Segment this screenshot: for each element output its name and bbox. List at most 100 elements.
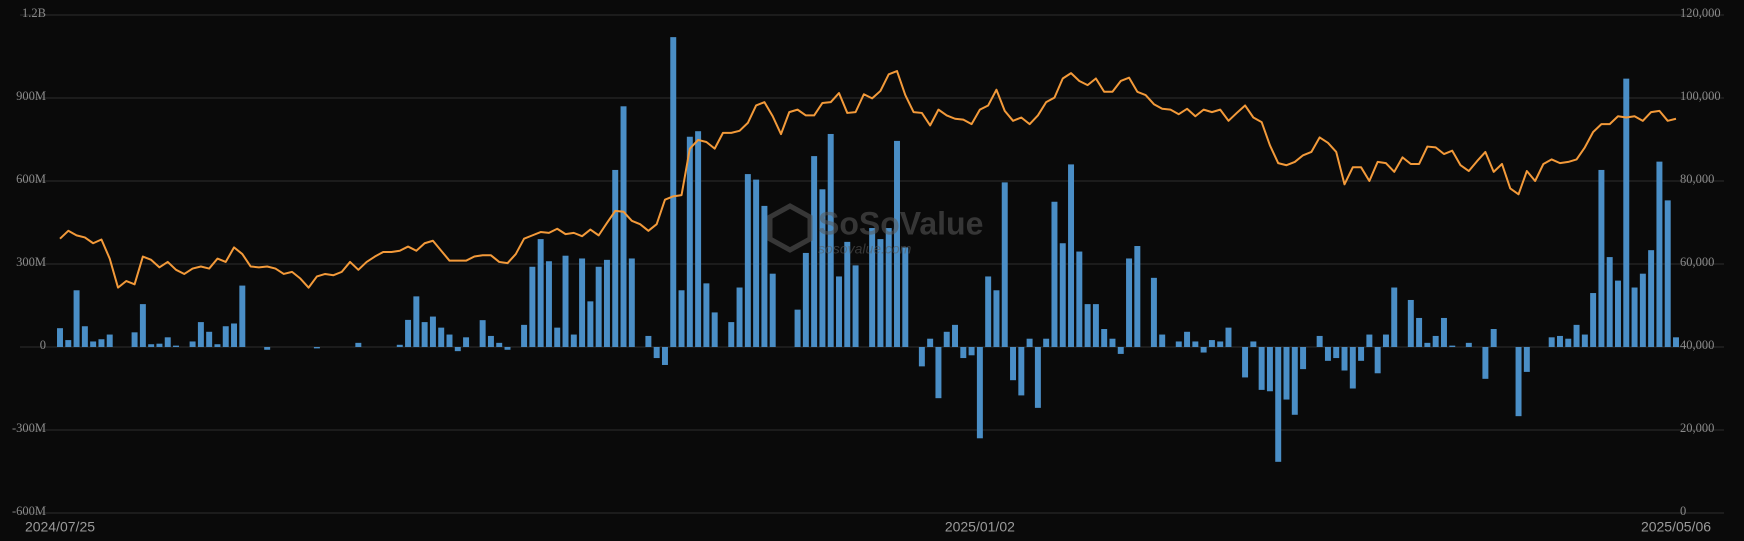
bar <box>869 228 876 347</box>
bar <box>1059 243 1066 347</box>
bar <box>106 334 113 347</box>
bar <box>852 265 859 347</box>
bar <box>587 301 594 347</box>
y2-tick-label: 0 <box>1680 504 1686 518</box>
bar <box>1258 347 1265 390</box>
bar <box>1656 161 1663 347</box>
bar <box>1449 345 1456 347</box>
bar <box>173 345 180 347</box>
bar <box>1324 347 1331 361</box>
bar <box>214 344 221 347</box>
bar <box>985 276 992 347</box>
bar <box>1018 347 1025 396</box>
bar <box>1623 78 1630 347</box>
y-tick-label: -300M <box>12 421 46 435</box>
bar <box>438 327 445 347</box>
labels: -600M -300M 0 300M 600M 900M 1.2B 0 20,000 40,000… <box>12 6 1721 535</box>
bar <box>1482 347 1489 379</box>
bar <box>1548 337 1555 347</box>
bar <box>1084 304 1091 347</box>
bar <box>421 322 428 347</box>
bar <box>1250 341 1257 347</box>
bar <box>1291 347 1298 415</box>
bar <box>769 273 776 347</box>
bar <box>1010 347 1017 381</box>
bar <box>902 247 909 347</box>
bar <box>222 326 229 347</box>
bar <box>1034 347 1041 408</box>
bar <box>189 341 196 347</box>
bar <box>968 347 975 356</box>
bar <box>57 328 63 347</box>
bar <box>836 276 842 347</box>
bar <box>521 324 528 347</box>
bar <box>1581 334 1588 347</box>
bar <box>1200 347 1207 353</box>
bar <box>148 344 155 347</box>
bar <box>264 347 271 350</box>
bar <box>313 347 320 349</box>
bar <box>1117 347 1124 354</box>
bar <box>413 296 420 347</box>
bar <box>794 309 801 347</box>
bar <box>1150 277 1157 347</box>
bar <box>670 37 677 348</box>
y2-tick-label: 60,000 <box>1680 255 1714 269</box>
bar <box>1092 304 1099 347</box>
bar <box>1225 327 1232 347</box>
x-tick-label: 2025/01/02 <box>945 519 1015 535</box>
bar <box>603 259 610 347</box>
bar <box>73 290 80 347</box>
bar <box>653 347 660 359</box>
y-tick-label: -600M <box>12 504 46 518</box>
bar <box>1424 342 1431 347</box>
bar <box>686 136 693 347</box>
bar <box>1573 324 1580 347</box>
y-tick-label: 0 <box>40 338 46 352</box>
bar <box>239 285 246 347</box>
bar <box>827 133 834 347</box>
y2-tick-label: 20,000 <box>1680 421 1714 435</box>
bar <box>1109 338 1116 347</box>
watermark-logo <box>767 203 813 253</box>
bar <box>1275 347 1282 462</box>
watermark: SoSoValue sosovalue.com <box>767 203 983 257</box>
bar <box>1175 341 1182 347</box>
bar <box>1639 273 1646 347</box>
bar <box>885 228 892 347</box>
bar <box>1664 200 1671 347</box>
bar <box>90 341 97 347</box>
bar <box>1242 347 1249 378</box>
bar <box>1134 246 1141 347</box>
bar <box>1068 164 1075 347</box>
bar <box>529 266 536 347</box>
bar <box>206 331 213 347</box>
bar <box>695 131 702 347</box>
bar <box>661 347 668 365</box>
bar <box>628 258 635 347</box>
bar <box>355 342 362 347</box>
y-tick-label: 1.2B <box>22 6 46 20</box>
bar <box>1432 335 1439 347</box>
bar <box>728 322 735 347</box>
bar <box>1217 341 1224 347</box>
bar <box>463 337 470 347</box>
bar <box>1184 331 1191 347</box>
bar <box>960 347 967 359</box>
bar <box>537 239 544 347</box>
bar <box>1407 299 1414 347</box>
bar <box>1440 317 1447 347</box>
bar <box>736 287 743 347</box>
y-tick-label: 600M <box>16 172 46 186</box>
y2-tick-label: 40,000 <box>1680 338 1714 352</box>
bar <box>918 347 925 367</box>
bar <box>744 174 751 347</box>
bar <box>1349 347 1356 389</box>
bar <box>1416 317 1423 347</box>
bar <box>1333 347 1340 359</box>
bar <box>844 241 851 347</box>
bar <box>943 331 950 347</box>
bar <box>1001 182 1008 347</box>
bar <box>819 189 826 347</box>
